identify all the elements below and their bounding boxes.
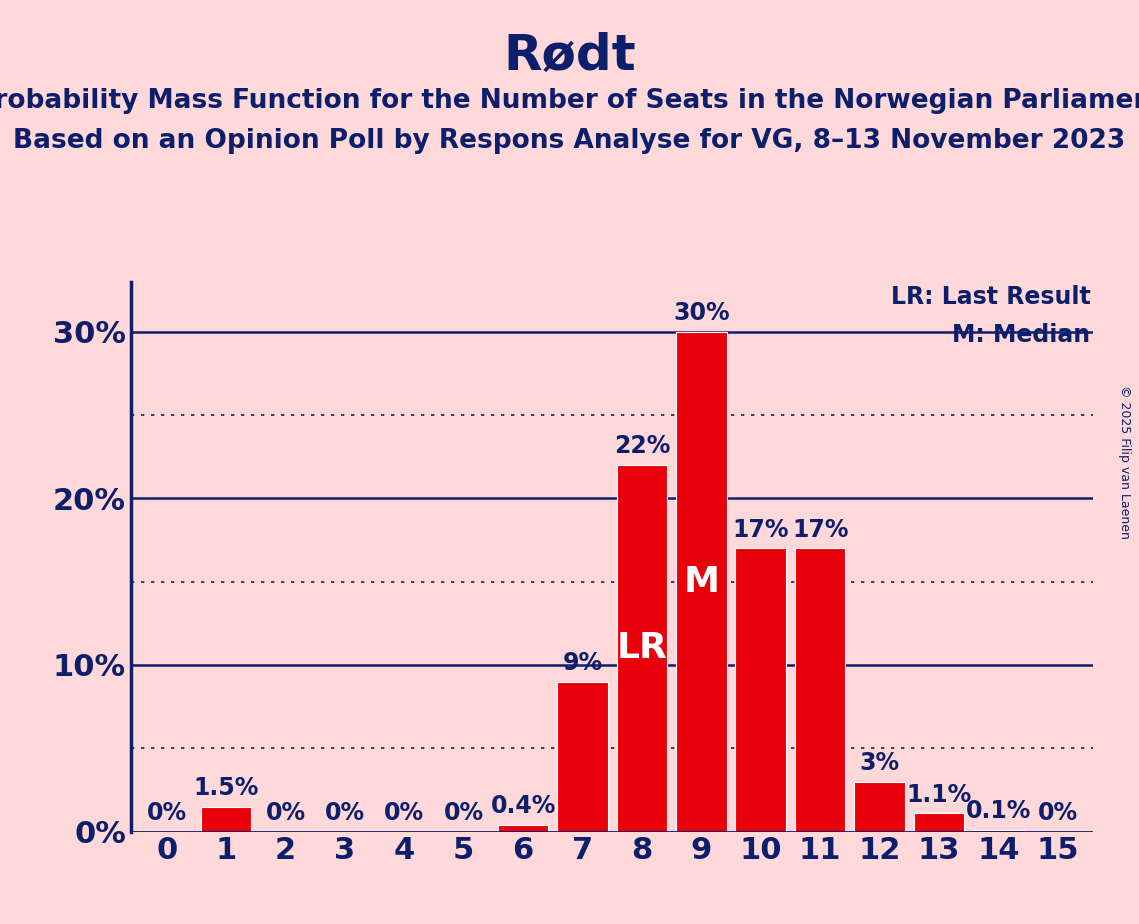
Text: M: M <box>683 565 720 599</box>
Bar <box>854 782 904 832</box>
Text: 1.1%: 1.1% <box>907 783 972 807</box>
Text: 9%: 9% <box>563 651 603 675</box>
Text: Probability Mass Function for the Number of Seats in the Norwegian Parliament: Probability Mass Function for the Number… <box>0 88 1139 114</box>
Text: 30%: 30% <box>673 301 730 325</box>
Text: 1.5%: 1.5% <box>194 776 259 800</box>
Text: LR: LR <box>616 631 667 665</box>
Bar <box>616 465 667 832</box>
Text: Based on an Opinion Poll by Respons Analyse for VG, 8–13 November 2023: Based on an Opinion Poll by Respons Anal… <box>14 128 1125 153</box>
Bar <box>498 825 548 832</box>
Text: 3%: 3% <box>860 751 900 775</box>
Bar <box>795 548 845 832</box>
Text: 0%: 0% <box>325 801 364 825</box>
Bar <box>677 332 727 832</box>
Text: 17%: 17% <box>732 517 789 541</box>
Bar <box>973 830 1024 832</box>
Bar <box>736 548 786 832</box>
Text: 0%: 0% <box>147 801 187 825</box>
Text: 17%: 17% <box>792 517 849 541</box>
Bar <box>913 813 965 832</box>
Text: 0.4%: 0.4% <box>491 795 556 819</box>
Text: © 2025 Filip van Laenen: © 2025 Filip van Laenen <box>1118 385 1131 539</box>
Text: M: Median: M: Median <box>952 323 1090 347</box>
Text: 0%: 0% <box>1038 801 1077 825</box>
Bar <box>557 682 608 832</box>
Text: LR: Last Result: LR: Last Result <box>891 286 1090 310</box>
Text: 0%: 0% <box>265 801 305 825</box>
Bar <box>200 807 252 832</box>
Text: 22%: 22% <box>614 434 670 458</box>
Text: 0.1%: 0.1% <box>966 799 1031 823</box>
Text: 0%: 0% <box>443 801 484 825</box>
Text: 0%: 0% <box>384 801 425 825</box>
Text: Rødt: Rødt <box>503 32 636 80</box>
